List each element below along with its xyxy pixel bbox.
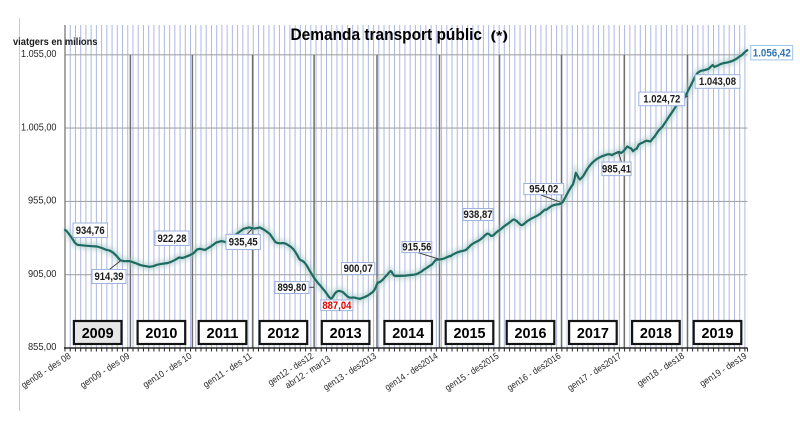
svg-text:905,00: 905,00 [28,268,57,280]
svg-text:900,07: 900,07 [344,263,373,275]
svg-text:935,45: 935,45 [229,237,258,249]
svg-text:914,39: 914,39 [95,271,124,283]
svg-text:915,56: 915,56 [402,242,431,254]
svg-text:985,41: 985,41 [602,163,631,175]
svg-text:2017: 2017 [577,325,609,342]
svg-text:2011: 2011 [207,325,239,342]
svg-text:2013: 2013 [330,325,362,342]
svg-text:2016: 2016 [515,325,547,342]
svg-text:2015: 2015 [454,325,486,342]
svg-text:922,28: 922,28 [158,233,187,245]
svg-text:2018: 2018 [640,325,672,342]
svg-text:2019: 2019 [702,325,734,342]
svg-text:1.055,00: 1.055,00 [21,48,57,60]
svg-text:855,00: 855,00 [28,341,57,353]
svg-text:1.005,00: 1.005,00 [21,121,57,133]
svg-text:1.024,72: 1.024,72 [643,94,680,106]
svg-text:2012: 2012 [267,325,299,342]
svg-text:954,02: 954,02 [529,184,558,196]
svg-text:(*): (*) [491,29,509,43]
svg-text:2010: 2010 [145,325,177,342]
svg-text:1.043,08: 1.043,08 [699,76,736,88]
svg-text:2009: 2009 [82,325,114,342]
svg-text:955,00: 955,00 [28,195,57,207]
svg-text:2014: 2014 [392,325,425,342]
svg-text:899,80: 899,80 [278,282,307,294]
svg-text:934,76: 934,76 [76,225,105,237]
svg-text:887,04: 887,04 [322,300,352,312]
svg-text:viatgers en milions: viatgers en milions [13,36,98,48]
svg-text:Demanda transport públic: Demanda transport públic [291,25,483,44]
svg-text:1.056,42: 1.056,42 [753,48,791,60]
svg-text:938,87: 938,87 [464,209,493,221]
